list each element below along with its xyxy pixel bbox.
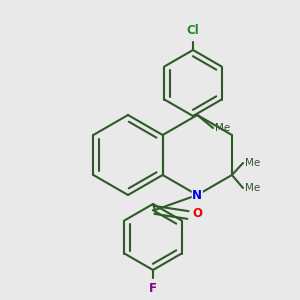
Text: Cl: Cl <box>187 25 200 38</box>
Text: Me: Me <box>244 158 260 168</box>
Text: O: O <box>193 207 202 220</box>
Text: Me: Me <box>214 123 230 133</box>
Text: N: N <box>192 188 202 202</box>
Text: Me: Me <box>244 183 260 193</box>
Text: F: F <box>149 283 157 296</box>
